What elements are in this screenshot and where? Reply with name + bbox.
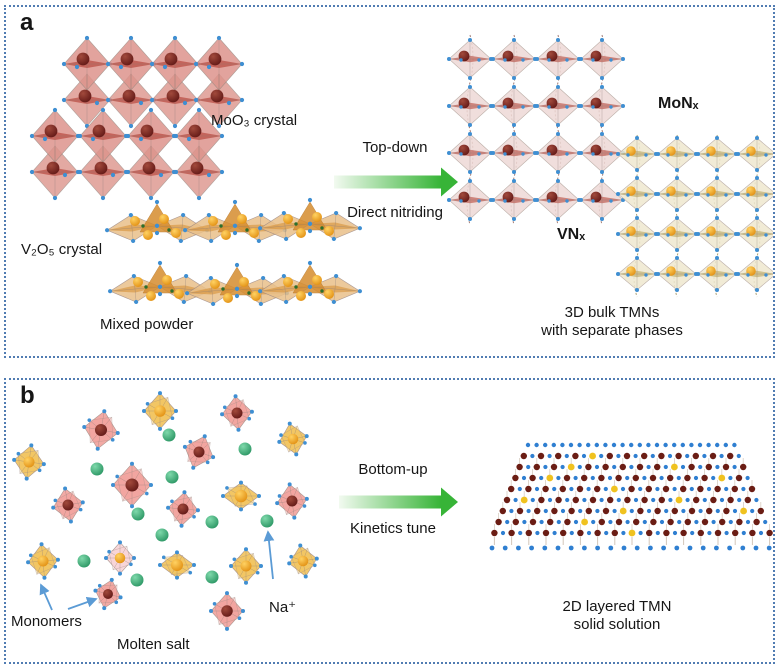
monomer-octahedron bbox=[166, 490, 200, 528]
monx-structure bbox=[447, 34, 625, 226]
monomer-octahedron bbox=[12, 443, 46, 481]
vnx-structure bbox=[616, 134, 773, 298]
monomer-octahedron bbox=[275, 482, 309, 520]
moo3-octahedron-unit bbox=[149, 35, 201, 129]
monomers-cluster bbox=[12, 391, 319, 631]
v2o5-crystal-label: V₂O₅ crystal bbox=[21, 241, 103, 258]
v2o5-structure-row2 bbox=[107, 260, 363, 307]
monomer-octahedron bbox=[142, 391, 178, 431]
molten-salt-label: Molten salt bbox=[117, 636, 190, 653]
monomer-pointer-arrow-icon bbox=[39, 583, 53, 611]
result-a-line1: 3D bulk TMNs bbox=[564, 304, 660, 321]
2d-slab-structure bbox=[489, 442, 773, 551]
moo3-structure-row2 bbox=[29, 107, 225, 201]
top-down-label: Top-down bbox=[362, 139, 428, 156]
monomer-octahedron bbox=[51, 486, 85, 524]
monomer-pointer-arrow-icon bbox=[67, 596, 98, 610]
moo3-octahedron-unit bbox=[61, 35, 113, 129]
kinetics-tune-label: Kinetics tune bbox=[350, 520, 436, 537]
monomer-octahedron bbox=[93, 577, 123, 611]
monomer-octahedron bbox=[220, 394, 254, 432]
monomer-octahedron bbox=[277, 421, 309, 457]
v2o5-cluster bbox=[104, 199, 210, 244]
monomer-octahedron bbox=[287, 543, 319, 579]
vnx-label: VNₓ bbox=[557, 226, 586, 243]
na-ion-spheres bbox=[77, 428, 274, 587]
moo3-octahedron-unit bbox=[29, 107, 81, 201]
bottom-up-label: Bottom-up bbox=[358, 461, 428, 478]
result-b-line2: solid solution bbox=[573, 616, 661, 633]
result-a-line2: with separate phases bbox=[541, 322, 683, 339]
panel-a-graphics bbox=[29, 34, 773, 307]
panel-a-letter: a bbox=[20, 9, 34, 36]
monomer-octahedron bbox=[158, 550, 196, 580]
monomer-octahedron bbox=[104, 540, 136, 576]
monomer-octahedron bbox=[111, 461, 153, 509]
moo3-octahedron-unit bbox=[125, 107, 177, 201]
monomer-octahedron bbox=[26, 542, 60, 580]
v2o5-cluster bbox=[257, 260, 363, 305]
monomers-label: Monomers bbox=[11, 613, 82, 630]
moo3-octahedron-unit bbox=[105, 35, 157, 129]
monomer-octahedron bbox=[229, 547, 263, 585]
moo3-octahedron-unit bbox=[77, 107, 129, 201]
mixed-powder-label: Mixed powder bbox=[100, 316, 194, 333]
direct-nitriding-label: Direct nitriding bbox=[347, 204, 443, 221]
result-b-line1: 2D layered TMN bbox=[562, 598, 672, 615]
panel-a-top-down-scheme: a MoO₃ crystal V₂O₅ crystal Mixed powder… bbox=[4, 5, 775, 358]
na-pointer-arrow-icon bbox=[263, 530, 275, 580]
panel-b-letter: b bbox=[20, 382, 35, 409]
top-down-arrow-icon bbox=[334, 167, 458, 197]
moo3-octahedron-unit bbox=[193, 35, 245, 129]
monomer-octahedron bbox=[209, 591, 245, 631]
panel-b-result-caption: 2D layered TMN solid solution bbox=[515, 598, 719, 634]
panel-b-graphics bbox=[12, 391, 773, 631]
panel-b-bottom-up-scheme: b Bottom-up Kinetics tune Monomers Molte… bbox=[4, 378, 775, 664]
moo3-crystal-label: MoO₃ crystal bbox=[211, 112, 298, 129]
v2o5-cluster bbox=[107, 260, 213, 305]
v2o5-cluster bbox=[257, 197, 363, 242]
monomer-octahedron bbox=[182, 434, 216, 470]
monomer-octahedron bbox=[82, 409, 120, 451]
bottom-up-arrow-icon bbox=[339, 487, 458, 517]
moo3-octahedron-unit bbox=[173, 107, 225, 201]
na-ion-label: Na⁺ bbox=[269, 599, 297, 616]
monomer-octahedron bbox=[221, 480, 261, 512]
panel-a-result-caption: 3D bulk TMNs with separate phases bbox=[506, 304, 718, 340]
moo3-structure-row1 bbox=[61, 35, 245, 129]
v2o5-structure-row1 bbox=[104, 197, 363, 244]
monx-label: MoNₓ bbox=[658, 95, 699, 112]
